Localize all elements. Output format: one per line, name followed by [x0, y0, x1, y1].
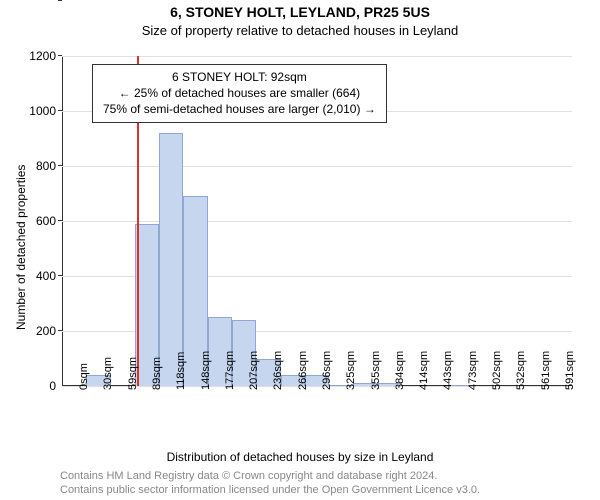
chart-title-sub: Size of property relative to detached ho… — [0, 23, 600, 38]
y-tick-label: 600 — [36, 214, 56, 228]
x-tick-label: 0sqm — [78, 363, 90, 390]
x-tick-label: 207sqm — [248, 351, 260, 390]
x-tick-label: 591sqm — [564, 351, 576, 390]
y-tick-group: 020040060080010001200 — [0, 56, 62, 386]
x-tick-label: 177sqm — [224, 351, 236, 390]
y-tick-label: 400 — [36, 269, 56, 283]
x-tick-label: 59sqm — [127, 357, 139, 390]
histogram-bar — [159, 133, 183, 386]
annotation-line: ← 25% of detached houses are smaller (66… — [103, 85, 376, 101]
x-tick-label: 296sqm — [321, 351, 333, 390]
footnote-copyright: Contains HM Land Registry data © Crown c… — [60, 470, 437, 482]
x-tick-label: 89sqm — [151, 357, 163, 390]
x-tick-label: 30sqm — [102, 357, 114, 390]
x-tick-label: 266sqm — [297, 351, 309, 390]
chart-title-main: 6, STONEY HOLT, LEYLAND, PR25 5US — [0, 4, 600, 20]
footnote-licence: Contains public sector information licen… — [60, 484, 480, 496]
x-tick-label: 148sqm — [200, 351, 212, 390]
chart-container: 6, STONEY HOLT, LEYLAND, PR25 5US Size o… — [0, 0, 600, 500]
x-tick-label: 473sqm — [467, 351, 479, 390]
x-tick-label: 502sqm — [491, 351, 503, 390]
x-tick-label: 532sqm — [515, 351, 527, 390]
x-tick-label: 355sqm — [370, 351, 382, 390]
x-axis-label: Distribution of detached houses by size … — [0, 450, 600, 464]
annotation-line: 6 STONEY HOLT: 92sqm — [103, 69, 376, 85]
annotation-line: 75% of semi-detached houses are larger (… — [103, 101, 376, 117]
y-tick-label: 200 — [36, 324, 56, 338]
y-tick-label: 1200 — [29, 49, 56, 63]
x-tick-label: 325sqm — [345, 351, 357, 390]
x-tick-label: 414sqm — [418, 351, 430, 390]
x-tick-label: 561sqm — [540, 351, 552, 390]
y-tick-label: 1000 — [29, 104, 56, 118]
x-tick-label: 236sqm — [272, 351, 284, 390]
y-tick-label: 800 — [36, 159, 56, 173]
x-tick-label: 118sqm — [175, 352, 187, 390]
x-tick-label: 384sqm — [394, 351, 406, 390]
y-tick-label: 0 — [49, 379, 56, 393]
x-tick-group: 0sqm30sqm59sqm89sqm118sqm148sqm177sqm207… — [62, 386, 572, 446]
x-tick-label: 443sqm — [442, 351, 454, 390]
annotation-box: 6 STONEY HOLT: 92sqm← 25% of detached ho… — [92, 64, 387, 123]
